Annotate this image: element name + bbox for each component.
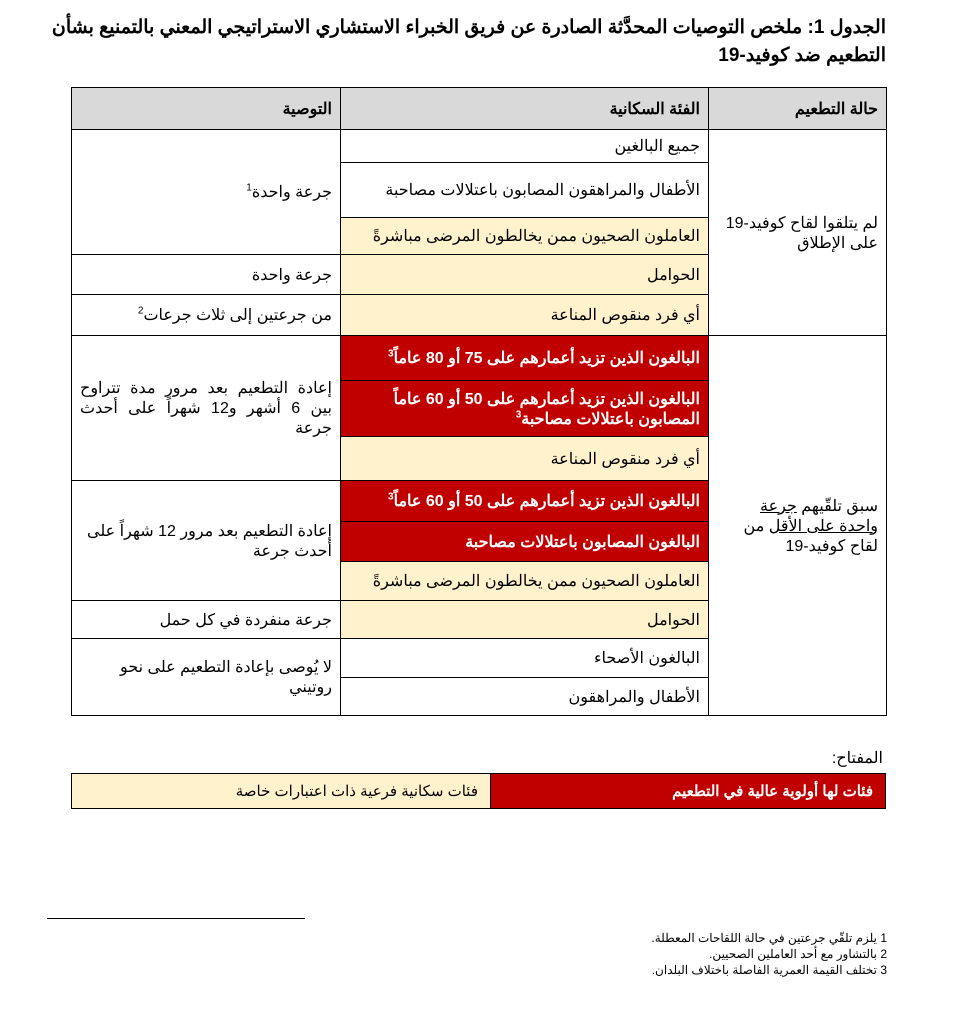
recommendation-cell: إعادة التطعيم بعد مرور 12 شهراً على أحدث… — [71, 480, 341, 601]
recommendation-cell: جرعة واحدة1 — [71, 129, 341, 255]
header-status: حالة التطعيم — [708, 87, 887, 130]
table-row: العاملون الصحيون ممن يخالطون المرضى مباش… — [72, 561, 887, 601]
population-cell: البالغون الذين تزيد أعمارهم على 50 أو 60… — [340, 380, 709, 437]
population-cell: أي فرد منقوص المناعة — [340, 294, 709, 336]
key-label: المفتاح: — [831, 750, 883, 767]
population-cell: البالغون الذين تزيد أعمارهم على 50 أو 60… — [340, 480, 709, 522]
table-row: الأطفال والمراهقون — [72, 677, 887, 716]
table-row: البالغون الأصحاء لا يُوصى بإعادة التطعيم… — [71, 638, 887, 716]
footnote: 3 تختلف القيمة العمرية الفاصلة باختلاف ا… — [651, 963, 887, 977]
population-cell: الأطفال والمراهقون المصابون باعتلالات مص… — [340, 162, 709, 218]
header-row: حالة التطعيم الفئة السكانية التوصية — [71, 87, 887, 130]
header-population: الفئة السكانية — [340, 87, 709, 130]
population-cell: الأطفال والمراهقون — [340, 677, 709, 716]
footnote: 2 بالتشاور مع أحد العاملين الصحيين. — [709, 947, 887, 961]
population-cell: الحوامل — [340, 254, 709, 295]
key-special-considerations: فئات سكانية فرعية ذات اعتبارات خاصة — [71, 773, 491, 809]
table-row: الأطفال والمراهقون المصابون باعتلالات مص… — [72, 162, 887, 218]
table-row: سبق تلقّيهم جرعة واحدة على الأقل من لقاح… — [71, 335, 887, 716]
population-cell: العاملون الصحيون ممن يخالطون المرضى مباش… — [340, 561, 709, 601]
population-cell: البالغون المصابون باعتلالات مصاحبة — [340, 521, 709, 562]
status-never: لم يتلقوا لقاح كوفيد-19 على الإطلاق — [708, 129, 887, 336]
footnote: 1 يلزم تلقّي جرعتين في حالة اللقاحات الم… — [651, 931, 887, 945]
table-row: البالغون الذين تزيد أعمارهم على 50 أو 60… — [71, 480, 887, 601]
table-row: لم يتلقوا لقاح كوفيد-19 على الإطلاق جميع… — [71, 129, 887, 336]
population-cell: البالغون الذين تزيد أعمارهم على 75 أو 80… — [340, 335, 709, 381]
table-row: البالغون المصابون باعتلالات مصاحبة — [72, 521, 887, 562]
population-cell: البالغون الأصحاء — [340, 638, 709, 678]
table-row: العاملون الصحيون ممن يخالطون المرضى مباش… — [72, 217, 887, 255]
table-row: أي فرد منقوص المناعة — [72, 436, 887, 481]
recommendation-cell: إعادة التطعيم بعد مرور مدة تتراوح بين 6 … — [71, 335, 341, 481]
status-prior: سبق تلقّيهم جرعة واحدة على الأقل من لقاح… — [708, 335, 887, 716]
table-row: الحوامل جرعة منفردة في كل حمل — [71, 600, 887, 639]
table-row: أي فرد منقوص المناعة من جرعتين إلى ثلاث … — [71, 294, 887, 336]
population-cell: أي فرد منقوص المناعة — [340, 436, 709, 481]
population-cell: الحوامل — [340, 600, 709, 639]
recommendation-cell: لا يُوصى بإعادة التطعيم على نحو روتيني — [71, 638, 341, 716]
footnotes: 1 يلزم تلقّي جرعتين في حالة اللقاحات الم… — [651, 930, 887, 978]
table-title: الجدول 1: ملخص التوصيات المحدَّثة الصادر… — [51, 17, 886, 66]
table-row: البالغون الذين تزيد أعمارهم على 50 أو 60… — [72, 380, 887, 437]
recommendation-cell: جرعة منفردة في كل حمل — [71, 600, 341, 639]
table-row: الحوامل جرعة واحدة — [71, 254, 887, 295]
header-recommendation: التوصية — [71, 87, 341, 130]
population-cell: جميع البالغين — [340, 129, 709, 163]
recommendation-cell: من جرعتين إلى ثلاث جرعات2 — [71, 294, 341, 336]
key-high-priority: فئات لها أولوية عالية في التطعيم — [490, 773, 886, 809]
footnote-separator — [47, 918, 305, 919]
recommendations-table: حالة التطعيم الفئة السكانية التوصية لم ي… — [71, 87, 887, 716]
population-cell: العاملون الصحيون ممن يخالطون المرضى مباش… — [340, 217, 709, 255]
key-table: فئات لها أولوية عالية في التطعيم فئات سك… — [71, 773, 886, 809]
recommendation-cell: جرعة واحدة — [71, 254, 341, 295]
